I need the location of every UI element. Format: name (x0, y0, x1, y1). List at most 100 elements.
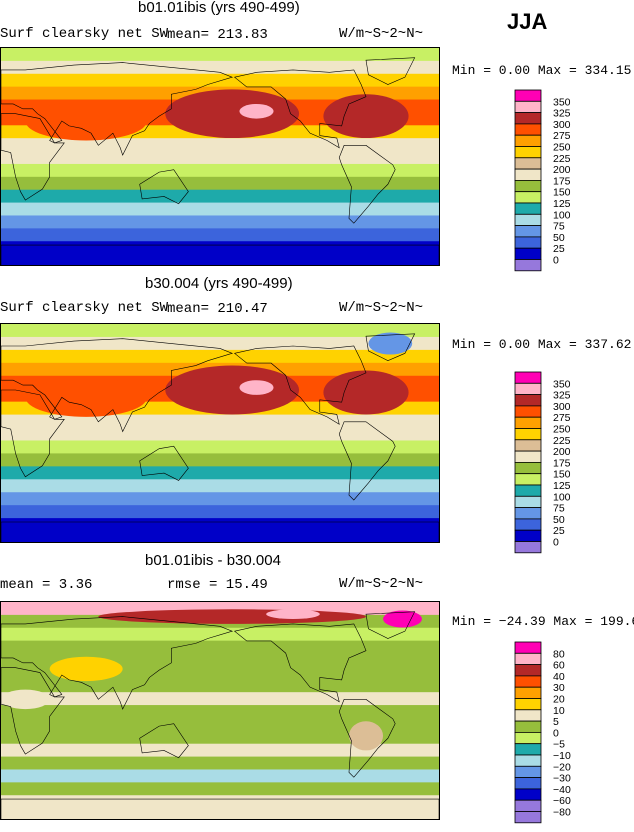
panel-1-minmax-label: Min = 0.00 Max = 334.15 (452, 63, 632, 78)
panel-1-units-label: W/m~S~2~N~ (339, 26, 424, 42)
map-field-patch (323, 370, 409, 415)
colorbar-tick-label: 175 (553, 175, 571, 187)
colorbar-tick-label: 0 (553, 255, 559, 267)
colorbar-swatch (514, 686, 542, 699)
colorbar-swatch (514, 168, 542, 181)
colorbar-tick-label: −30 (553, 773, 571, 785)
colorbar-tick-label: 325 (553, 108, 571, 120)
map-field-patch (49, 656, 123, 682)
colorbar-swatch (514, 371, 542, 384)
panel-3-title: b01.01ibis - b30.004 (145, 552, 281, 569)
coastline (235, 346, 366, 424)
panel-3-units-label: W/m~S~2~N~ (339, 576, 424, 592)
colorbar-tick-label: 200 (553, 446, 571, 458)
colorbar-swatch (514, 123, 542, 136)
map-field-patch (25, 377, 147, 417)
coastline (1, 668, 64, 754)
colorbar-swatch (514, 732, 542, 745)
panel-1-variable-label: Surf clearsky net SW (0, 26, 169, 42)
map-band (1, 531, 439, 542)
panel-1-mean-label: mean= 213.83 (167, 27, 268, 43)
map-field-patch (165, 89, 300, 139)
panel-3-mean-label: mean = 3.36 (0, 577, 93, 593)
colorbar-swatch (514, 382, 542, 396)
coastline (235, 70, 366, 148)
panel-2-colorbar: 350 325 300 275 250 225 200 175 150 125 100 75 50 25 0 (514, 371, 605, 562)
panel-3-rmse-label: rmse = 15.49 (167, 577, 268, 593)
colorbar-tick-label: −40 (553, 784, 571, 796)
map-field-patch (239, 380, 274, 395)
colorbar-tick-label: 25 (553, 525, 565, 537)
colorbar-swatch (514, 394, 542, 407)
coastline (339, 699, 395, 777)
panel-2-minmax-label: Min = 0.00 Max = 337.62 (452, 337, 632, 352)
map-field-patch (165, 365, 300, 415)
colorbar-swatch (514, 100, 542, 114)
colorbar-tick-label: 275 (553, 412, 571, 424)
colorbar-tick-label: 350 (553, 378, 571, 390)
colorbar-swatch (514, 247, 542, 260)
colorbar-tick-label: 0 (553, 727, 559, 739)
colorbar-swatch (514, 157, 542, 170)
colorbar-swatch (514, 180, 542, 193)
colorbar-tick-label: 20 (553, 694, 565, 706)
map-band (1, 705, 439, 719)
colorbar-tick-label: 60 (553, 660, 565, 672)
colorbar-tick-label: 100 (553, 491, 571, 503)
colorbar-tick-label: 75 (553, 503, 565, 515)
colorbar-tick-label: 275 (553, 130, 571, 142)
colorbar-swatch (514, 743, 542, 756)
colorbar-tick-label: 350 (553, 96, 571, 108)
colorbar-swatch (514, 112, 542, 125)
colorbar-tick-label: 125 (553, 198, 571, 210)
colorbar-swatch (514, 439, 542, 452)
colorbar-tick-label: 50 (553, 232, 565, 244)
colorbar-swatch (514, 225, 542, 238)
colorbar-tick-label: 50 (553, 514, 565, 526)
coastline (339, 145, 395, 223)
colorbar-swatch (514, 652, 542, 666)
map-band (1, 163, 439, 178)
map-field-patch (383, 610, 422, 628)
map-band (1, 241, 439, 255)
map-band (1, 627, 439, 642)
colorbar-swatch (514, 529, 542, 542)
coastline (339, 422, 395, 500)
map-band (1, 717, 439, 732)
map-band (1, 756, 439, 771)
map-band (1, 324, 439, 338)
colorbar-tick-label: 150 (553, 469, 571, 481)
colorbar-tick-label: −80 (553, 807, 571, 819)
colorbar-swatch (514, 709, 542, 722)
coastline (1, 799, 439, 820)
colorbar-swatch (514, 134, 542, 147)
map-band (1, 349, 439, 364)
colorbar-swatch (514, 641, 542, 654)
map-band (1, 679, 439, 693)
colorbar-tick-label: −60 (553, 795, 571, 807)
colorbar-swatch (514, 405, 542, 418)
map-band (1, 336, 439, 351)
colorbar-swatch (514, 765, 542, 779)
panel-1-title: b01.01ibis (yrs 490-499) (138, 0, 300, 16)
map-band (1, 782, 439, 796)
colorbar-tick-label: 200 (553, 164, 571, 176)
colorbar-swatch (514, 450, 542, 463)
map-band (1, 466, 439, 480)
colorbar-swatch (514, 416, 542, 429)
colorbar-tick-label: 300 (553, 119, 571, 131)
coastline (366, 334, 415, 361)
colorbar-swatch (514, 236, 542, 249)
colorbar-swatch (514, 541, 542, 554)
colorbar-tick-label: 10 (553, 705, 565, 717)
map-band (1, 414, 439, 429)
colorbar-swatch (514, 754, 542, 767)
coastline (1, 245, 439, 266)
map-field-patch (348, 721, 384, 751)
colorbar-tick-label: 175 (553, 457, 571, 469)
panel-1-map (0, 47, 440, 266)
map-band (1, 151, 439, 165)
map-band (1, 479, 439, 493)
map-band (1, 189, 439, 204)
map-field-patch (368, 332, 413, 355)
